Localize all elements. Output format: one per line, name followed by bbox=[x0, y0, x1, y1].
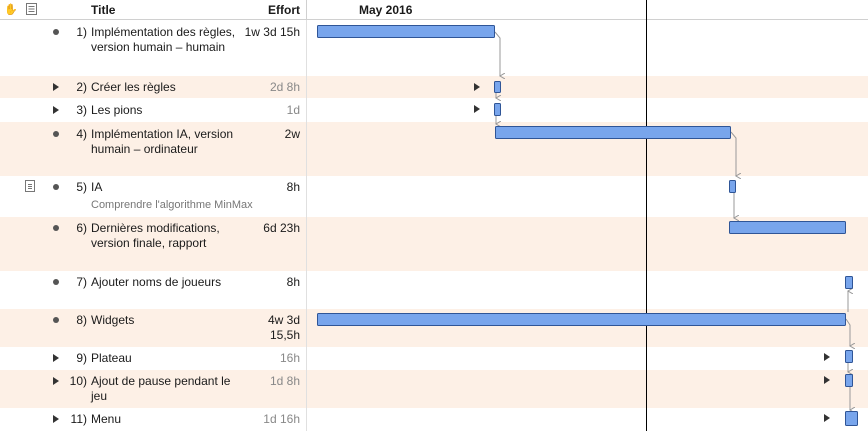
task-row-1[interactable]: 1) Implémentation des règles, version hu… bbox=[0, 20, 868, 76]
gantt-header: ✋ Title Effort May 2016 bbox=[0, 0, 868, 20]
group-bullet-icon bbox=[53, 317, 59, 323]
task-row-7[interactable]: 7) Ajouter noms de joueurs 8h bbox=[0, 271, 868, 309]
disclosure-triangle-icon[interactable] bbox=[53, 415, 59, 423]
task-bullet-icon bbox=[53, 184, 59, 190]
task-title[interactable]: Widgets bbox=[91, 313, 135, 327]
task-effort[interactable]: 2w bbox=[284, 127, 300, 141]
task-title[interactable]: Implémentation IA, version humain – ordi… bbox=[91, 127, 234, 156]
task-effort[interactable]: 1w 3d 15h bbox=[244, 25, 300, 39]
effort-column-header[interactable]: Effort bbox=[268, 3, 300, 17]
task-row-10[interactable]: 10) Ajout de pause pendant le jeu 1d 8h bbox=[0, 370, 868, 408]
task-effort[interactable]: 8h bbox=[286, 275, 300, 289]
task-number: 5) bbox=[76, 180, 87, 194]
disclosure-triangle-icon[interactable] bbox=[53, 377, 59, 385]
task-title[interactable]: IA bbox=[91, 180, 103, 194]
task-number: 4) bbox=[76, 127, 87, 141]
timeline-month-label: May 2016 bbox=[359, 3, 413, 17]
group-bullet-icon bbox=[53, 29, 59, 35]
task-title[interactable]: Ajout de pause pendant le jeu bbox=[91, 374, 231, 403]
task-number: 7) bbox=[76, 275, 87, 289]
task-effort[interactable]: 1d 8h bbox=[269, 374, 300, 388]
task-effort[interactable]: 16h bbox=[279, 351, 300, 365]
task-number: 6) bbox=[76, 221, 87, 235]
task-effort[interactable]: 6d 23h bbox=[263, 221, 300, 235]
task-title[interactable]: Ajouter noms de joueurs bbox=[91, 275, 222, 289]
task-effort[interactable]: 2d 8h bbox=[269, 80, 300, 94]
task-row-3[interactable]: 3) Les pions 1d bbox=[0, 98, 868, 122]
group-bullet-icon bbox=[53, 131, 59, 137]
task-effort[interactable]: 1d bbox=[286, 103, 300, 117]
task-row-5[interactable]: 5) IA Comprendre l'algorithme MinMax 8h bbox=[0, 176, 868, 217]
disclosure-triangle-icon[interactable] bbox=[53, 354, 59, 362]
task-title[interactable]: Dernières modifications, version finale,… bbox=[91, 221, 220, 250]
notes-column-icon[interactable] bbox=[24, 2, 38, 16]
group-bullet-icon bbox=[53, 279, 59, 285]
disclosure-triangle-icon[interactable] bbox=[53, 106, 59, 114]
task-row-9[interactable]: 9) Plateau 16h bbox=[0, 347, 868, 370]
task-effort[interactable]: 8h bbox=[286, 180, 300, 194]
group-bullet-icon bbox=[53, 225, 59, 231]
task-row-11[interactable]: 11) Menu 1d 16h bbox=[0, 408, 868, 431]
task-row-4[interactable]: 4) Implémentation IA, version humain – o… bbox=[0, 122, 868, 176]
task-title[interactable]: Implémentation des règles, version humai… bbox=[91, 25, 236, 54]
note-icon[interactable] bbox=[25, 180, 35, 192]
task-row-6[interactable]: 6) Dernières modifications, version fina… bbox=[0, 217, 868, 271]
task-row-8[interactable]: 8) Widgets 4w 3d 15,5h bbox=[0, 309, 868, 347]
task-number: 10) bbox=[69, 374, 87, 388]
task-number: 3) bbox=[76, 103, 87, 117]
task-number: 2) bbox=[76, 80, 87, 94]
task-title[interactable]: Créer les règles bbox=[91, 80, 176, 94]
title-column-header[interactable]: Title bbox=[91, 3, 116, 17]
task-note: Comprendre l'algorithme MinMax bbox=[91, 199, 253, 211]
task-title[interactable]: Menu bbox=[91, 412, 122, 426]
task-number: 11) bbox=[70, 412, 87, 426]
task-title[interactable]: Les pions bbox=[91, 103, 143, 117]
task-title[interactable]: Plateau bbox=[91, 351, 132, 365]
task-number: 8) bbox=[76, 313, 87, 327]
task-row-2[interactable]: 2) Créer les règles 2d 8h bbox=[0, 76, 868, 98]
task-number: 9) bbox=[76, 351, 87, 365]
task-number: 1) bbox=[76, 25, 87, 39]
task-effort[interactable]: 4w 3d 15,5h bbox=[267, 313, 300, 342]
disclosure-triangle-icon[interactable] bbox=[53, 83, 59, 91]
column-divider bbox=[306, 0, 307, 20]
task-effort[interactable]: 1d 16h bbox=[263, 412, 300, 426]
hand-icon[interactable]: ✋ bbox=[4, 3, 18, 16]
